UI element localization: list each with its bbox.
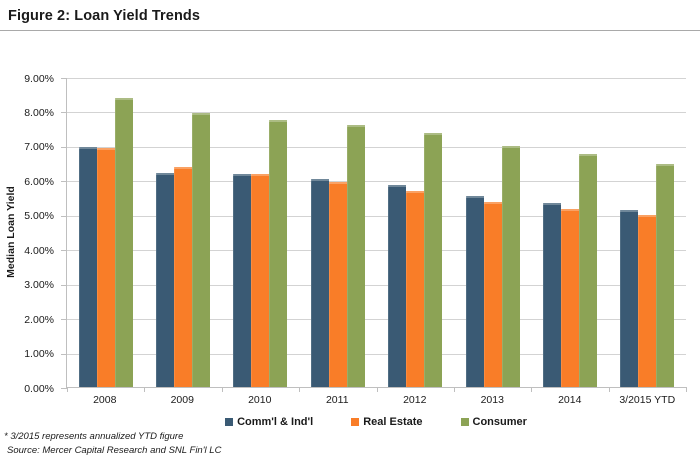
gridline [67, 181, 686, 183]
x-axis-tickmark [144, 387, 146, 392]
legend-item-real-estate: Real Estate [351, 416, 423, 428]
y-tick-label: 3.00% [24, 279, 54, 292]
bar-consumer-2009 [192, 112, 211, 387]
bar-real-estate-2012 [406, 191, 425, 387]
x-axis-tickmark [686, 387, 687, 392]
y-tick-label: 1.00% [24, 348, 54, 361]
y-axis-tickmark [61, 146, 67, 148]
y-axis-tickmark [61, 250, 67, 252]
bar-group-2008 [67, 78, 144, 387]
x-axis-tick-labels: 2008 2009 2010 2011 2012 2013 2014 3/2015 YTD [66, 394, 686, 406]
figure-title: Figure 2: Loan Yield Trends [8, 8, 201, 24]
y-tick-label: 5.00% [24, 210, 54, 223]
gridline [67, 284, 686, 286]
x-axis-tickmark [221, 387, 223, 392]
y-axis-tick-labels: 9.00% 8.00% 7.00% 6.00% 5.00% 4.00% 3.00% 2.00%… [0, 73, 61, 395]
bar-group-2013 [454, 78, 531, 387]
x-tick-label: 3/2015 YTD [619, 394, 676, 406]
y-tick-label: 7.00% [24, 141, 54, 154]
y-tick-label: 2.00% [24, 313, 54, 326]
bar-comm-l-ind-l-2014 [542, 203, 561, 387]
footnote-annualized: * 3/2015 represents annualized YTD figur… [4, 431, 184, 442]
y-axis-tickmark [61, 181, 67, 183]
x-tick-label: 2014 [558, 394, 582, 406]
gridline [67, 215, 686, 217]
legend-label: Comm'l & Ind'l [237, 416, 314, 428]
y-tick-label: 4.00% [24, 244, 54, 257]
bar-group-2011 [299, 78, 376, 387]
chart-legend: Comm'l & Ind'l Real Estate Consumer [66, 416, 686, 428]
bar-consumer-2010 [269, 119, 288, 387]
gridline [67, 250, 686, 252]
y-tick-label: 6.00% [24, 175, 54, 188]
y-tick-label: 0.00% [24, 382, 54, 395]
x-axis-tickmark [299, 387, 301, 392]
y-tick-label: 9.00% [24, 72, 54, 85]
bar-consumer-2013 [501, 145, 520, 387]
gridline [67, 319, 686, 321]
gridline [67, 353, 686, 355]
bar-group-2010 [222, 78, 299, 387]
x-tick-label: 2008 [93, 394, 117, 406]
bar-real-estate-2009 [174, 166, 193, 387]
legend-label: Real Estate [363, 416, 423, 428]
bar-real-estate-2014 [560, 208, 579, 387]
bar-real-estate-2008 [96, 148, 115, 387]
plot-area [61, 78, 687, 392]
y-axis-tickmark [61, 215, 67, 217]
x-axis-tickmark [376, 387, 378, 392]
bar-comm-l-ind-l-2008 [78, 146, 97, 387]
legend-swatch-icon [225, 418, 234, 426]
bar-comm-l-ind-l-3-2015-ytd [620, 209, 639, 387]
bar-group-2009 [144, 78, 221, 387]
y-axis-tickmark [61, 112, 67, 114]
footnote-source: Source: Mercer Capital Research and SNL … [7, 445, 222, 456]
x-tick-label: 2011 [325, 394, 349, 406]
y-axis-tickmark [61, 78, 67, 79]
legend-item-consumer: Consumer [460, 416, 527, 428]
x-tick-label: 2013 [480, 394, 504, 406]
bar-group-2012 [377, 78, 454, 387]
legend-swatch-icon [460, 418, 469, 426]
bar-real-estate-2010 [251, 174, 270, 387]
x-axis-tickmark [531, 387, 533, 392]
x-tick-label: 2010 [248, 394, 272, 406]
bar-group-2014 [531, 78, 608, 387]
bar-real-estate-3-2015-ytd [638, 215, 657, 387]
bar-consumer-2014 [578, 153, 597, 387]
bar-comm-l-ind-l-2013 [465, 196, 484, 387]
bar-comm-l-ind-l-2011 [310, 178, 329, 387]
y-axis-tickmark [61, 388, 67, 389]
x-tick-label: 2009 [170, 394, 194, 406]
title-divider [0, 30, 700, 31]
bar-consumer-2008 [114, 97, 133, 387]
x-axis-tickmark [608, 387, 610, 392]
bar-real-estate-2011 [328, 182, 347, 387]
bar-consumer-3-2015-ytd [656, 164, 675, 387]
y-axis-tickmark [61, 284, 67, 286]
bar-group-3-2015-ytd [609, 78, 686, 387]
y-axis-tickmark [61, 353, 67, 355]
legend-item-comm-l-ind-l: Comm'l & Ind'l [225, 416, 313, 428]
x-axis-tickmark [67, 387, 68, 392]
legend-swatch-icon [351, 418, 360, 426]
x-tick-label: 2012 [403, 394, 427, 406]
bar-comm-l-ind-l-2012 [388, 185, 407, 387]
bar-consumer-2012 [424, 132, 443, 387]
gridline [67, 78, 686, 79]
y-axis-tickmark [61, 319, 67, 321]
legend-label: Consumer [472, 416, 527, 428]
bar-comm-l-ind-l-2010 [233, 174, 252, 387]
bar-consumer-2011 [346, 125, 365, 387]
bar-real-estate-2013 [483, 201, 502, 387]
y-tick-label: 8.00% [24, 106, 54, 119]
x-axis-tickmark [453, 387, 455, 392]
bar-comm-l-ind-l-2009 [156, 173, 175, 387]
gridline [67, 112, 686, 114]
gridline [67, 146, 686, 148]
bar-groups [67, 78, 686, 387]
